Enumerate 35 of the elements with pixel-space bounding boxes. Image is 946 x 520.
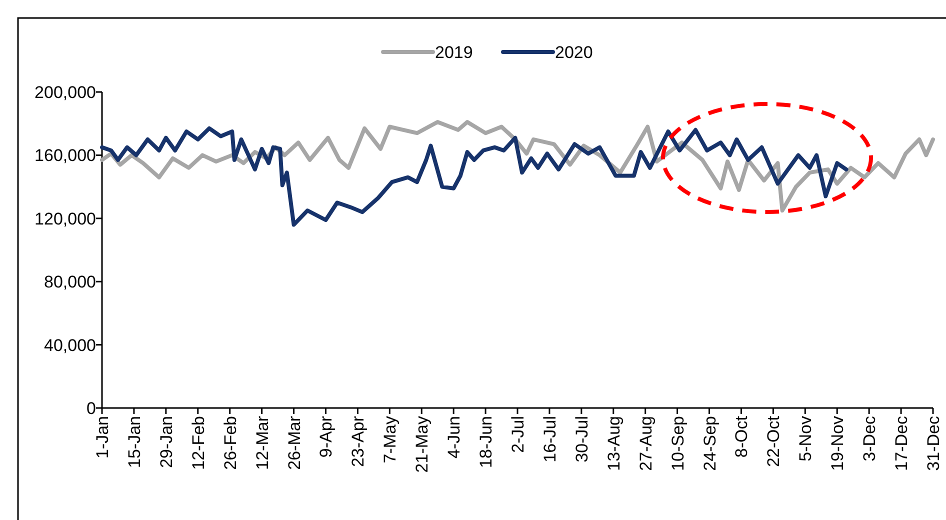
x-tick-label: 26-Feb — [220, 416, 240, 470]
x-tick-label: 29-Jan — [156, 416, 176, 468]
legend-label: 2020 — [555, 43, 593, 62]
x-tick-label: 30-Jul — [572, 416, 592, 462]
x-tick-label: 10-Sep — [668, 416, 688, 471]
x-tick-label: 26-Mar — [284, 416, 304, 470]
y-tick-label: 160,000 — [34, 146, 96, 166]
y-tick-label: 80,000 — [44, 272, 96, 292]
x-tick-label: 23-Apr — [348, 416, 368, 468]
x-tick-label: 13-Aug — [604, 416, 624, 471]
x-tick-label: 16-Jul — [540, 416, 560, 462]
x-tick-label: 1-Jan — [93, 416, 112, 459]
y-tick-label: 40,000 — [44, 336, 96, 355]
legend-label: 2019 — [435, 43, 473, 62]
x-tick-label: 24-Sep — [700, 416, 720, 471]
x-tick-label: 15-Jan — [124, 416, 144, 468]
x-tick-label: 22-Oct — [764, 416, 784, 468]
x-tick-label: 12-Mar — [252, 416, 272, 470]
x-tick-label: 19-Nov — [828, 416, 848, 471]
x-tick-label: 4-Jun — [444, 416, 464, 459]
x-tick-label: 27-Aug — [636, 416, 656, 471]
y-tick-label: 0 — [86, 399, 96, 418]
x-tick-label: 2-Jul — [508, 416, 528, 453]
x-tick-label: 12-Feb — [188, 416, 208, 470]
x-tick-label: 18-Jun — [476, 416, 496, 468]
x-tick-label: 17-Dec — [892, 416, 912, 471]
x-tick-label: 5-Nov — [796, 416, 816, 462]
x-tick-label: 31-Dec — [924, 416, 943, 471]
x-tick-label: 7-May — [380, 416, 400, 464]
x-tick-label: 8-Oct — [732, 416, 752, 458]
x-tick-label: 3-Dec — [860, 416, 880, 462]
x-tick-label: 9-Apr — [316, 416, 336, 458]
x-tick-label: 21-May — [412, 416, 432, 473]
y-tick-label: 200,000 — [34, 83, 96, 102]
y-tick-label: 120,000 — [34, 209, 96, 228]
